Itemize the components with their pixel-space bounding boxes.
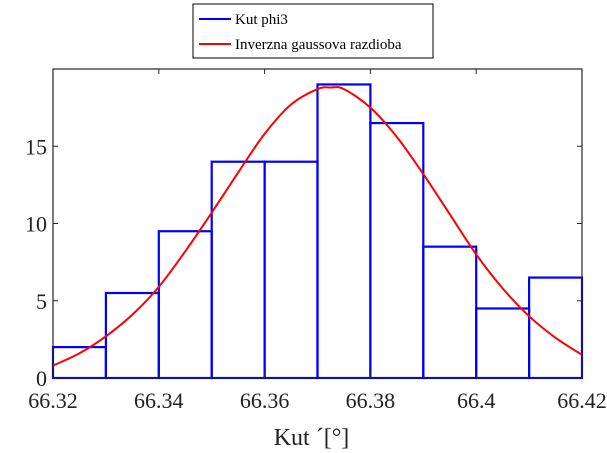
fit-curve-line [52,86,583,367]
y-tick-label: 15 [25,134,47,159]
y-tick-label: 5 [36,289,47,314]
legend-label-kut-phi3: Kut phi3 [235,12,288,28]
legend-box [192,3,434,59]
legend-entry: Inverzna gaussova razdioba [199,37,402,53]
x-tick-label: 66.32 [28,388,78,413]
x-tick-label: 66.42 [557,388,607,413]
legend-entry: Kut phi3 [199,12,288,28]
x-tick-label: 66.36 [240,388,290,413]
x-tick-label: 66.4 [457,388,496,413]
x-tick-label: 66.34 [134,388,184,413]
x-axis-ticks: 66.32 66.34 66.36 66.38 66.4 66.42 [28,69,607,413]
x-tick-label: 66.38 [346,388,396,413]
legend: Kut phi3 Inverzna gaussova razdioba [192,3,434,59]
legend-label-inverzna-gaussova: Inverzna gaussova razdioba [235,37,402,53]
x-axis-label: Kut ´[°] [274,425,350,451]
y-tick-label: 0 [36,366,47,391]
y-tick-label: 10 [25,212,47,237]
y-axis-ticks: 0 5 10 15 [25,134,582,391]
